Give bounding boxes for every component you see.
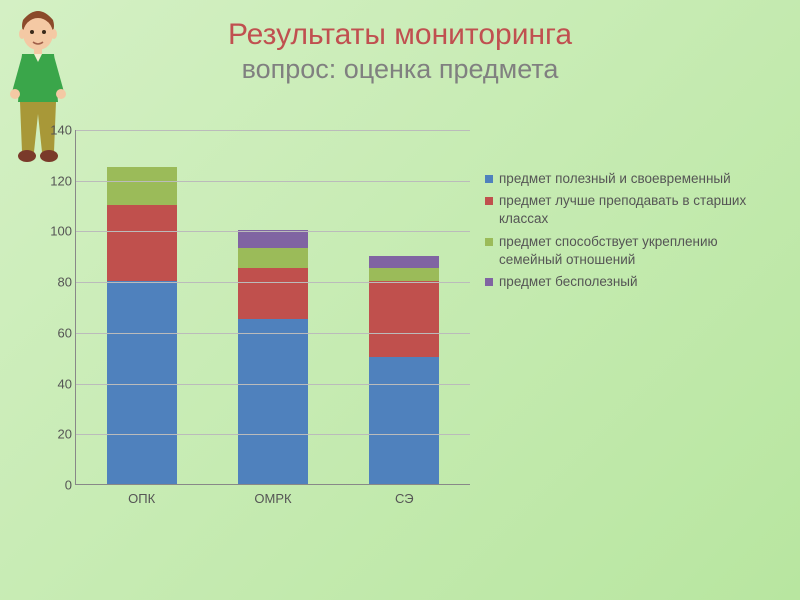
y-tick-label: 140	[44, 123, 72, 138]
chart: ОПКОМРКСЭ 020406080100120140 предмет пол…	[40, 130, 770, 530]
y-tick-label: 60	[44, 325, 72, 340]
y-tick-label: 100	[44, 224, 72, 239]
legend-label: предмет способствует укреплению семейный…	[499, 233, 765, 269]
bar-group: ОПК	[107, 167, 177, 484]
legend-swatch	[485, 175, 493, 183]
grid-line	[76, 130, 470, 131]
grid-line	[76, 282, 470, 283]
bar-group: ОМРК	[238, 230, 308, 484]
y-tick-label: 120	[44, 173, 72, 188]
slide: Результаты мониторинга вопрос: оценка пр…	[0, 0, 800, 600]
x-tick-label: ОМРК	[238, 491, 308, 506]
bars-row: ОПК ОМРК СЭ	[76, 130, 470, 484]
y-tick-label: 80	[44, 275, 72, 290]
x-tick-label: СЭ	[369, 491, 439, 506]
bar-segment-older	[107, 205, 177, 281]
bar-segment-family	[369, 268, 439, 281]
grid-line	[76, 333, 470, 334]
bar-segment-useful	[369, 357, 439, 484]
plot-area: ОПКОМРКСЭ 020406080100120140	[75, 130, 470, 485]
title-line2: вопрос: оценка предмета	[0, 54, 800, 85]
bar-segment-family	[238, 248, 308, 268]
legend-swatch	[485, 197, 493, 205]
x-tick-label: ОПК	[107, 491, 177, 506]
bar-segment-older	[369, 281, 439, 357]
legend-item: предмет способствует укреплению семейный…	[485, 233, 765, 269]
bar-segment-useless	[238, 230, 308, 248]
legend-swatch	[485, 238, 493, 246]
title-block: Результаты мониторинга вопрос: оценка пр…	[0, 0, 800, 85]
grid-line	[76, 434, 470, 435]
y-tick-label: 40	[44, 376, 72, 391]
legend-label: предмет бесполезный	[499, 273, 765, 291]
title-line1: Результаты мониторинга	[0, 18, 800, 52]
bar-segment-older	[238, 268, 308, 319]
grid-line	[76, 384, 470, 385]
legend-label: предмет лучше преподавать в старших клас…	[499, 192, 765, 228]
legend-swatch	[485, 278, 493, 286]
legend-item: предмет бесполезный	[485, 273, 765, 291]
legend-item: предмет полезный и своевременный	[485, 170, 765, 188]
bar-segment-family	[107, 167, 177, 205]
legend-label: предмет полезный и своевременный	[499, 170, 765, 188]
legend: предмет полезный и своевременный предмет …	[485, 170, 765, 295]
grid-line	[76, 231, 470, 232]
y-tick-label: 0	[44, 478, 72, 493]
grid-line	[76, 181, 470, 182]
bar-group: СЭ	[369, 256, 439, 484]
y-tick-label: 20	[44, 427, 72, 442]
legend-item: предмет лучше преподавать в старших клас…	[485, 192, 765, 228]
bar-segment-useless	[369, 256, 439, 269]
bar-segment-useful	[238, 319, 308, 484]
